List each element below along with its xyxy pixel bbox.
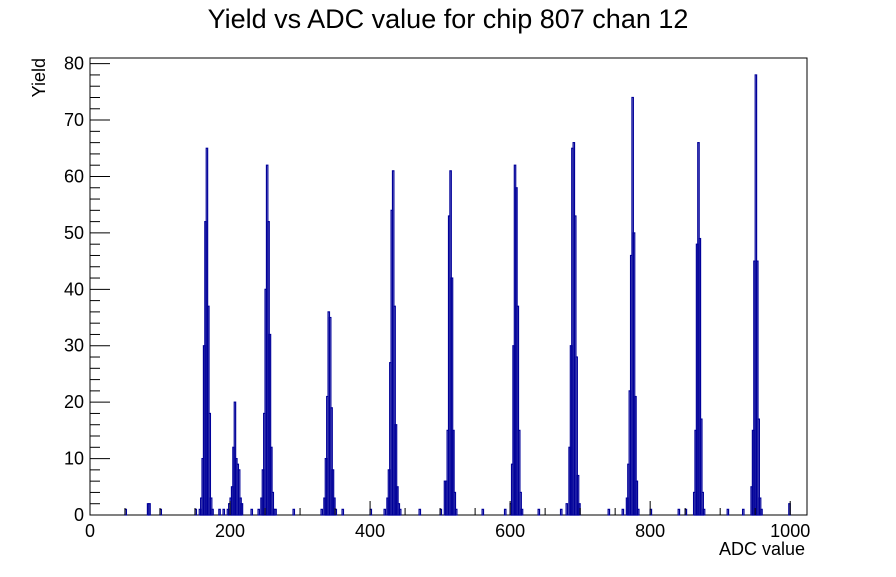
histogram-bin <box>341 508 345 516</box>
histogram-bin <box>454 508 458 516</box>
histogram-bin <box>757 418 760 516</box>
histogram-bin <box>208 412 212 516</box>
y-tick-label: 0 <box>74 505 84 525</box>
histogram-bin <box>292 508 296 516</box>
histogram-bin <box>636 508 640 516</box>
histogram-bin <box>270 446 273 516</box>
histogram-bin <box>320 508 324 516</box>
histogram-bin <box>268 333 272 516</box>
histogram-bin <box>635 480 639 516</box>
histogram-bin <box>250 508 254 516</box>
histogram-bin <box>398 508 402 516</box>
histogram-bin <box>207 305 210 516</box>
y-tick-label: 30 <box>64 336 84 356</box>
y-tick-label: 40 <box>64 279 84 299</box>
histogram-bin <box>516 305 520 516</box>
histogram-bin <box>607 508 611 516</box>
histogram-bin <box>575 356 578 516</box>
histogram-bin <box>394 424 398 516</box>
histogram-bin <box>519 491 522 516</box>
histogram-bin <box>481 508 485 516</box>
histogram-bin <box>218 508 221 516</box>
histogram-bin <box>559 508 563 516</box>
y-tick-label: 50 <box>64 223 84 243</box>
y-axis-title: Yield <box>29 58 49 97</box>
histogram-bin <box>222 508 226 516</box>
histogram-bin <box>537 508 541 516</box>
histogram-bin <box>396 486 399 516</box>
y-tick-label: 10 <box>64 449 84 469</box>
y-tick-label: 20 <box>64 392 84 412</box>
histogram-bin <box>621 508 625 516</box>
histogram-bin <box>274 508 277 516</box>
axes: 0 200 400 600 800 1000 0 10 20 30 40 50 60 70 80 <box>64 54 810 541</box>
histogram-bin <box>383 508 387 516</box>
histogram-bin <box>702 508 706 516</box>
histogram-bin <box>452 429 455 516</box>
x-tick-label: 200 <box>215 521 245 541</box>
histogram-bin <box>634 395 637 516</box>
histogram-bin <box>271 491 275 516</box>
histogram-bin <box>240 503 244 516</box>
histogram-bin <box>209 497 213 516</box>
histogram-bin <box>333 497 336 516</box>
histogram-bin <box>237 469 241 516</box>
histogram-bin <box>755 260 759 516</box>
histogram-bin <box>632 232 636 516</box>
histogram-bin <box>677 508 681 516</box>
histogram-bin <box>453 491 457 516</box>
histogram-bin <box>211 508 214 516</box>
histogram-bin <box>698 237 702 516</box>
x-tick-label: 1000 <box>770 521 810 541</box>
x-tick-label: 800 <box>635 521 665 541</box>
histogram-bin <box>503 508 507 516</box>
histogram-bin <box>331 469 335 516</box>
histogram-bin <box>758 497 762 516</box>
y-tick-label: 80 <box>64 54 84 74</box>
histogram-bin <box>148 503 151 516</box>
histogram-bin <box>393 305 396 516</box>
histogram-bin <box>450 277 454 516</box>
x-tick-label: 400 <box>355 521 385 541</box>
y-tick-label: 70 <box>64 110 84 130</box>
histogram-bin <box>760 508 763 516</box>
histogram-bin <box>701 491 704 516</box>
histogram-bin <box>330 407 333 516</box>
x-axis-title: ADC value <box>719 539 805 559</box>
histogram-bars <box>124 74 791 516</box>
histogram-bin <box>418 508 422 516</box>
histogram-bin <box>257 508 261 516</box>
histogram-bin <box>520 508 524 516</box>
histogram-bin <box>699 418 703 516</box>
histogram-bin <box>741 508 745 516</box>
x-tick-label: 0 <box>85 521 95 541</box>
histogram-bin <box>726 508 730 516</box>
y-tick-label: 60 <box>64 166 84 186</box>
chart-title: Yield vs ADC value for chip 807 chan 12 <box>208 4 689 34</box>
x-tick-label: 600 <box>495 521 525 541</box>
histogram-bin <box>576 474 580 516</box>
histogram-bin <box>565 503 569 516</box>
histogram-bin <box>517 429 521 516</box>
